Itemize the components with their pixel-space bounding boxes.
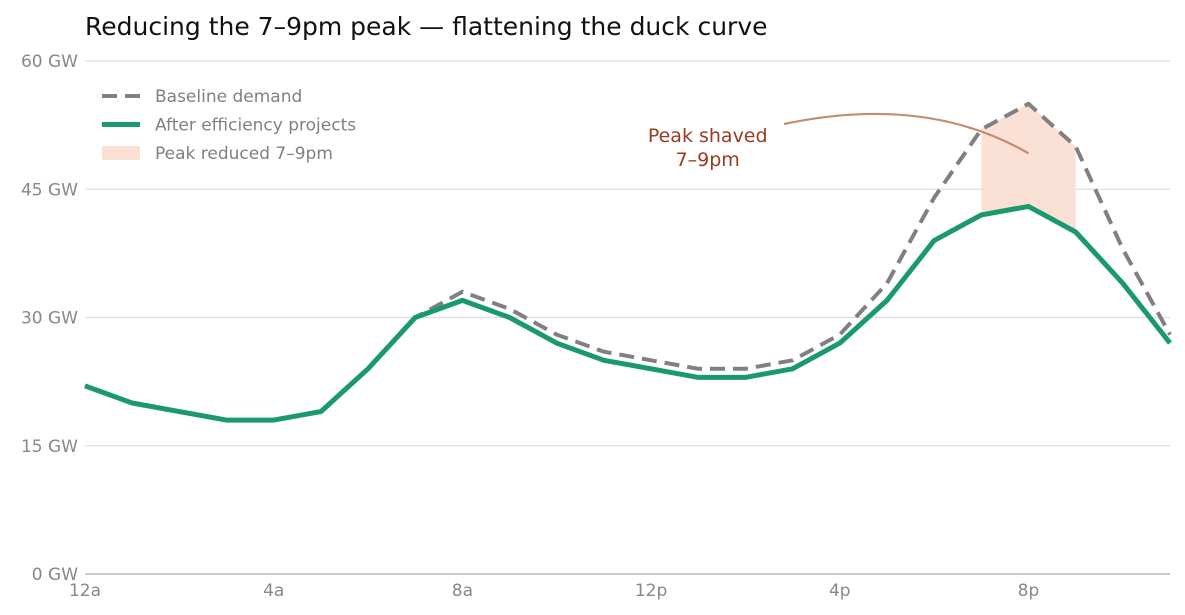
y-tick-label: 15 GW	[21, 437, 78, 457]
x-tick-label: 4a	[263, 581, 284, 601]
legend-baseline-label: Baseline demand	[155, 87, 302, 107]
after-efficiency-line	[84, 203, 1172, 423]
x-tick-label: 4p	[829, 581, 851, 601]
x-tick-label: 8p	[1018, 581, 1040, 601]
annotation-text: 7–9pm	[676, 149, 740, 171]
y-tick-label: 60 GW	[21, 52, 78, 72]
annotation-arrow	[783, 112, 1030, 155]
x-tick-label: 12p	[635, 581, 667, 601]
chart-title: Reducing the 7–9pm peak — flattening the…	[85, 12, 768, 41]
peak-shaded-region	[981, 103, 1076, 232]
x-tick-label: 8a	[452, 581, 473, 601]
annotation-text: Peak shaved	[648, 125, 768, 147]
y-tick-label: 45 GW	[21, 180, 78, 200]
legend-peak-reduced-label: Peak reduced 7–9pm	[155, 144, 333, 164]
y-tick-label: 0 GW	[32, 565, 78, 585]
y-axis-ticks: 0 GW 15 GW 30 GW 45 GW 60 GW	[21, 52, 78, 585]
peak-reduction-area	[981, 103, 1076, 232]
x-tick-label: 12a	[69, 581, 101, 601]
legend: Baseline demand After efficiency projects…	[102, 87, 356, 164]
x-axis-ticks: 12a 4a 8a 12p 4p 8p	[69, 581, 1039, 601]
series-lines	[84, 101, 1172, 423]
y-tick-label: 30 GW	[21, 309, 78, 329]
legend-after-label: After efficiency projects	[155, 116, 356, 136]
legend-peak-reduced-swatch	[102, 146, 140, 160]
